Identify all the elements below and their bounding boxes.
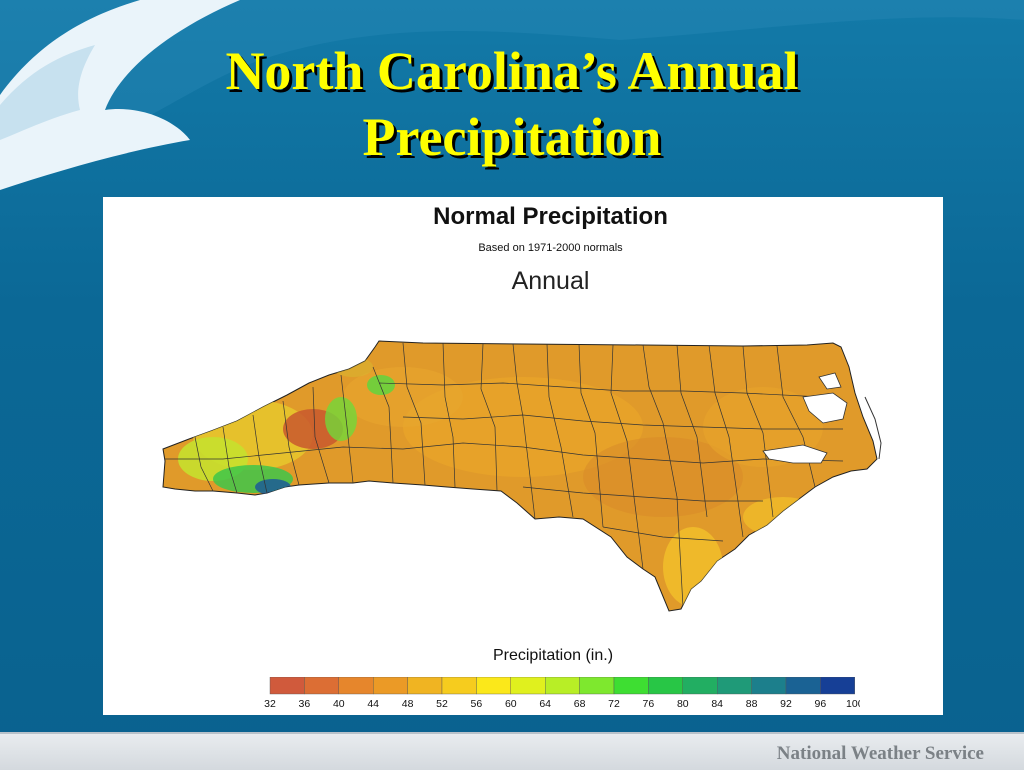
legend-swatch [510,677,546,695]
map-subtitle: Based on 1971-2000 normals [478,242,623,254]
legend-swatch [372,677,408,695]
legend-tick-label: 48 [402,698,414,710]
legend-swatch [407,677,443,695]
legend-swatch [648,677,683,695]
legend-tick-label: 52 [436,698,448,710]
legend-tick-label: 32 [264,698,276,710]
legend-swatch [682,677,718,695]
legend-swatch [338,677,374,695]
legend-swatch [476,677,511,695]
legend-tick-label: 80 [677,698,689,710]
legend-tick-label: 76 [643,698,655,710]
legend-tick-label: 88 [746,698,758,710]
legend-tick-label: 84 [711,698,723,710]
legend-tick-label: 92 [780,698,792,710]
legend-swatch [545,677,580,695]
legend-tick-label: 44 [367,698,379,710]
legend-swatch [820,677,856,695]
legend-tick-label: 72 [608,698,620,710]
legend-tick-label: 96 [815,698,827,710]
legend-tick-label: 100 [846,698,860,710]
legend-tick-label: 64 [539,698,551,710]
legend-tick-label: 68 [574,698,586,710]
slide-title-line2: Precipitation [362,107,662,167]
legend-swatch [613,677,649,695]
legend-swatch [269,677,305,695]
north-carolina-map [162,340,882,612]
legend-swatch [751,677,787,695]
map-title: Normal Precipitation [433,203,668,230]
legend-swatch [785,677,821,695]
footer-bar: National Weather Service [0,732,1024,770]
legend-tick-label: 60 [505,698,517,710]
legend-swatch [579,677,615,695]
precipitation-map-panel: Normal Precipitation Based on 1971-2000 … [103,197,943,715]
legend-title: Precipitation (in.) [492,647,614,664]
legend-swatch [717,677,752,695]
footer-text: National Weather Service [776,743,984,764]
map-period: Annual [511,267,590,295]
slide-title-line1: North Carolina’s Annual [225,41,799,101]
legend-swatch [304,677,340,695]
swoosh-decoration [0,0,1024,190]
legend-tick-label: 36 [299,698,311,710]
legend-tick-label: 40 [333,698,345,710]
slide-title: North Carolina’s Annual Precipitation [0,38,1024,170]
precipitation-legend: 32 36 40 44 48 52 56 60 64 68 72 76 80 84 88 92 96 100 [264,677,860,710]
legend-tick-label: 56 [471,698,483,710]
legend-swatch [441,677,477,695]
